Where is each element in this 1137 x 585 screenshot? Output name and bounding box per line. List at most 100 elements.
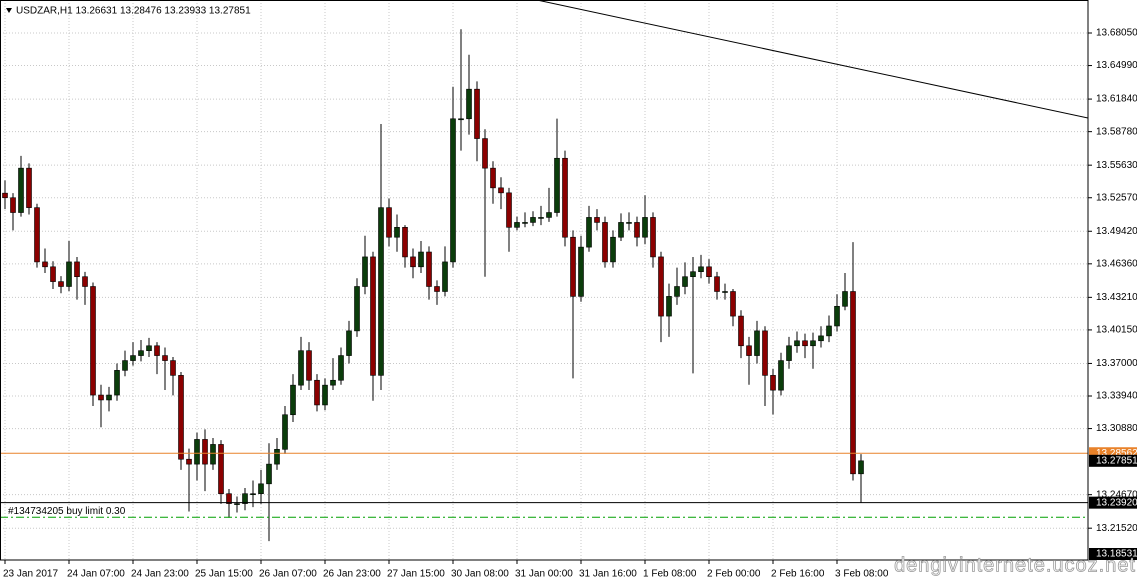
candle-body bbox=[434, 286, 440, 292]
candle-body bbox=[714, 276, 720, 292]
y-tick-label: 13.49420 bbox=[1096, 226, 1137, 237]
candle-body bbox=[82, 276, 88, 287]
candle-body bbox=[570, 236, 576, 297]
candle-body bbox=[842, 291, 848, 307]
y-tick-label: 13.58780 bbox=[1096, 126, 1137, 137]
candle-body bbox=[778, 360, 784, 391]
candle-body bbox=[618, 222, 624, 238]
candle-body bbox=[2, 192, 8, 199]
candle-body bbox=[42, 261, 48, 268]
price-label: 13.27851 bbox=[1096, 455, 1137, 466]
candle-body bbox=[402, 227, 408, 258]
candle-body bbox=[834, 305, 840, 327]
candle-body bbox=[66, 261, 72, 287]
candle-body bbox=[410, 256, 416, 268]
menu-icon[interactable] bbox=[6, 8, 12, 13]
plot-area: #134734205 buy limit 0.30 bbox=[0, 0, 1088, 542]
candle-body bbox=[50, 266, 56, 282]
candle-body bbox=[234, 503, 240, 505]
candle-body bbox=[850, 291, 856, 475]
x-tick-label: 2 Feb 00:00 bbox=[707, 569, 761, 580]
x-tick-label: 27 Jan 15:00 bbox=[387, 569, 445, 580]
candle-body bbox=[602, 222, 608, 263]
price-label: 13.18531 bbox=[1096, 549, 1137, 560]
candle-body bbox=[18, 167, 24, 213]
candle-body bbox=[730, 291, 736, 317]
x-tick-label: 31 Jan 16:00 bbox=[579, 569, 637, 580]
candle-body bbox=[130, 355, 136, 361]
price-label-box bbox=[1089, 454, 1137, 467]
candle-body bbox=[858, 460, 864, 475]
candle-body bbox=[690, 271, 696, 278]
axes: 13.68050 13.64990 13.61840 13.58780 13.55630… bbox=[3, 28, 1137, 580]
candle-body bbox=[122, 360, 128, 371]
y-tick-label: 13.55630 bbox=[1096, 160, 1137, 171]
x-tick-label: 3 Feb 08:00 bbox=[835, 569, 889, 580]
y-tick-label: 13.21520 bbox=[1096, 523, 1137, 534]
y-tick-label: 13.33940 bbox=[1096, 391, 1137, 402]
x-tick-label: 1 Feb 08:00 bbox=[643, 569, 697, 580]
candle-body bbox=[818, 335, 824, 342]
candle-body bbox=[26, 167, 32, 208]
candle-body bbox=[354, 286, 360, 332]
candle-body bbox=[530, 217, 536, 223]
y-tick-label: 13.37000 bbox=[1096, 358, 1137, 369]
candle-body bbox=[330, 379, 336, 386]
x-tick-label: 31 Jan 00:00 bbox=[515, 569, 573, 580]
x-tick-label: 24 Jan 23:00 bbox=[131, 569, 189, 580]
chart-title: USDZAR,H1 13.26631 13.28476 13.23933 13.… bbox=[16, 6, 251, 17]
candle-body bbox=[674, 286, 680, 297]
candle-body bbox=[306, 350, 312, 381]
candle-body bbox=[594, 217, 600, 223]
candle-body bbox=[290, 384, 296, 416]
y-tick-label: 13.30880 bbox=[1096, 423, 1137, 434]
candle-body bbox=[194, 439, 200, 465]
price-label: 13.23920 bbox=[1096, 497, 1137, 508]
x-tick-label: 26 Jan 23:00 bbox=[323, 569, 381, 580]
y-tick-label: 13.24670 bbox=[1096, 489, 1137, 500]
candle-body bbox=[178, 375, 184, 460]
candle-body bbox=[802, 340, 808, 347]
y-tick-label: 13.40150 bbox=[1096, 325, 1137, 336]
candle-body bbox=[506, 192, 512, 228]
candle-body bbox=[186, 458, 192, 465]
x-tick-label: 26 Jan 07:00 bbox=[259, 569, 317, 580]
candle-body bbox=[546, 212, 552, 218]
candle-body bbox=[162, 355, 168, 361]
candle-body bbox=[514, 222, 520, 228]
y-tick-label: 13.52570 bbox=[1096, 192, 1137, 203]
candle-body bbox=[490, 167, 496, 189]
candle-body bbox=[722, 291, 728, 293]
candle-body bbox=[538, 217, 544, 219]
candle-body bbox=[250, 493, 256, 496]
candle-body bbox=[450, 118, 456, 263]
price-label-box bbox=[1089, 548, 1137, 560]
y-tick-label: 13.43210 bbox=[1096, 292, 1137, 303]
candle-body bbox=[586, 217, 592, 248]
candle-body bbox=[522, 222, 528, 224]
candle-body bbox=[242, 493, 248, 504]
y-tick-label: 13.46360 bbox=[1096, 258, 1137, 269]
candle-body bbox=[626, 222, 632, 224]
candle-body bbox=[114, 370, 120, 396]
candle-body bbox=[298, 350, 304, 386]
candle-body bbox=[98, 394, 104, 401]
candle-body bbox=[658, 256, 664, 317]
candle-body bbox=[378, 207, 384, 376]
candle-body bbox=[170, 360, 176, 376]
candle-body bbox=[218, 444, 224, 495]
candle-body bbox=[10, 197, 16, 213]
candle-body bbox=[666, 296, 672, 317]
candle-body bbox=[258, 483, 264, 495]
candle-body bbox=[106, 394, 112, 401]
trend-line bbox=[536, 0, 1088, 119]
candle-body bbox=[58, 281, 64, 287]
candle-body bbox=[706, 266, 712, 278]
candle-body bbox=[386, 207, 392, 238]
candle-body bbox=[338, 355, 344, 381]
candle-body bbox=[466, 88, 472, 120]
candle-body bbox=[362, 256, 368, 287]
candle-body bbox=[34, 207, 40, 263]
price-label: 13.28562 bbox=[1096, 448, 1137, 459]
